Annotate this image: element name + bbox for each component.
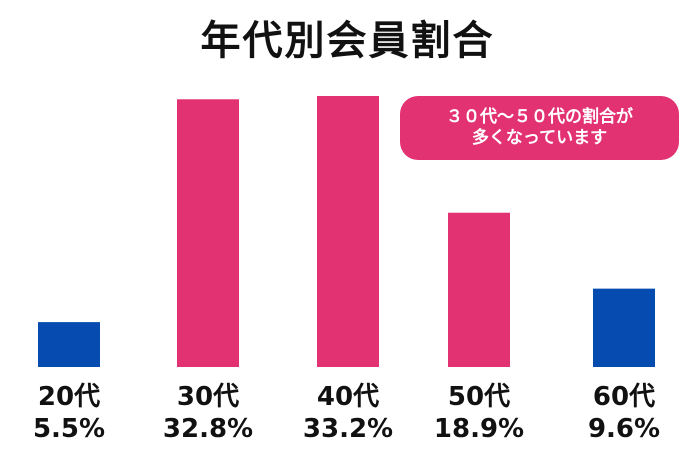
annotation-callout: ３０代〜５０代の割合が 多くなっています	[400, 96, 679, 160]
category-label: 20代	[38, 382, 100, 412]
bar-50代	[448, 212, 510, 367]
value-label: 33.2%	[303, 414, 393, 444]
bar-20代	[38, 322, 100, 367]
value-label: 18.9%	[434, 414, 524, 444]
value-label: 9.6%	[588, 414, 660, 444]
value-label: 32.8%	[163, 414, 253, 444]
category-label: 50代	[448, 382, 510, 412]
bar-30代	[177, 99, 239, 367]
chart-title: 年代別会員割合	[200, 18, 495, 64]
category-label: 40代	[317, 382, 379, 412]
bar-40代	[317, 96, 379, 367]
value-label: 5.5%	[33, 414, 105, 444]
annotation-line-2: 多くなっています	[471, 128, 608, 148]
bar-60代	[593, 288, 655, 367]
annotation-line-1: ３０代〜５０代の割合が	[446, 106, 633, 127]
category-label: 60代	[593, 382, 655, 412]
category-label: 30代	[177, 382, 239, 412]
